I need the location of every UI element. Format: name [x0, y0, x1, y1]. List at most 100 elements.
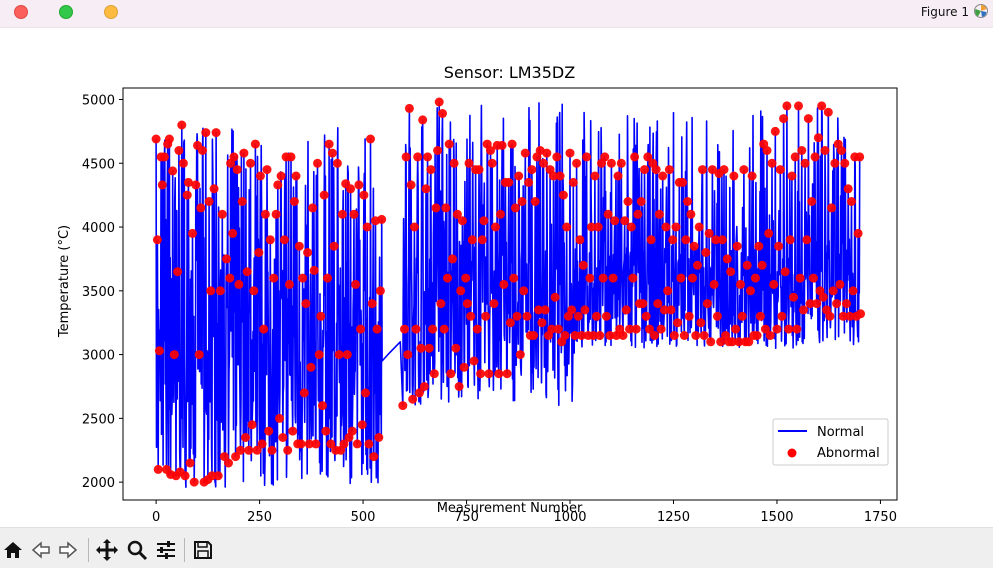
abnormal-point — [842, 299, 851, 309]
abnormal-point — [628, 273, 638, 283]
abnormal-point — [321, 426, 331, 436]
abnormal-point — [153, 464, 163, 474]
abnormal-point — [722, 254, 732, 264]
home-button[interactable] — [0, 537, 26, 563]
abnormal-point — [794, 101, 803, 111]
abnormal-point — [201, 128, 211, 138]
abnormal-point — [316, 311, 326, 321]
abnormal-point — [224, 458, 233, 468]
abnormal-point — [701, 248, 711, 257]
abnormal-point — [840, 158, 850, 168]
abnormal-point — [366, 134, 375, 144]
abnormal-point — [616, 158, 626, 168]
forward-button[interactable] — [55, 537, 81, 563]
abnormal-point — [555, 171, 565, 181]
abnormal-point — [416, 343, 426, 353]
abnormal-point — [337, 209, 347, 219]
abnormal-point — [775, 165, 785, 175]
abnormal-point — [595, 331, 605, 340]
abnormal-point — [664, 165, 674, 175]
abnormal-point — [770, 126, 780, 136]
back-button[interactable] — [28, 537, 54, 563]
abnormal-point — [633, 209, 643, 219]
abnormal-point — [847, 197, 856, 206]
chart-title: Sensor: LM35DZ — [444, 63, 575, 82]
zoom-button[interactable] — [124, 537, 150, 563]
x-tick-label: 1000 — [553, 510, 586, 525]
abnormal-point — [276, 171, 286, 181]
abnormal-point — [767, 158, 777, 168]
abnormal-point — [306, 362, 316, 372]
window-maximize-button[interactable] — [104, 5, 118, 19]
abnormal-point — [626, 222, 636, 232]
configure-subplots-button[interactable] — [153, 537, 179, 563]
abnormal-point — [207, 471, 217, 481]
abnormal-point — [643, 152, 653, 162]
abnormal-point — [213, 471, 223, 481]
abnormal-point — [717, 235, 727, 245]
abnormal-point — [837, 146, 846, 155]
abnormal-point — [301, 299, 311, 309]
abnormal-point — [505, 318, 515, 328]
abnormal-point — [746, 286, 755, 296]
abnormal-point — [452, 209, 462, 219]
abnormal-point — [487, 158, 497, 168]
abnormal-point — [484, 369, 494, 379]
abnormal-point — [421, 184, 431, 194]
abnormal-point — [157, 180, 167, 190]
abnormal-point — [772, 324, 782, 334]
abnormal-point — [613, 171, 623, 181]
abnormal-point — [499, 279, 509, 289]
y-tick-label: 4000 — [82, 221, 115, 236]
y-tick-label: 3500 — [82, 285, 115, 300]
abnormal-point — [683, 197, 693, 206]
abnormal-point — [661, 222, 671, 232]
abnormal-point — [782, 101, 792, 111]
abnormal-point — [659, 305, 669, 315]
abnormal-point — [818, 292, 828, 302]
legend-abnormal-label: Abnormal — [817, 446, 880, 461]
abnormal-point — [620, 216, 630, 226]
abnormal-point — [706, 337, 716, 347]
abnormal-point — [507, 139, 517, 149]
abnormal-point — [446, 369, 456, 379]
abnormal-point — [567, 305, 577, 315]
window-minimize-button[interactable] — [59, 5, 73, 19]
window-close-button[interactable] — [14, 5, 28, 19]
abnormal-point — [409, 222, 419, 232]
abnormal-point — [789, 292, 798, 302]
abnormal-point — [592, 311, 601, 321]
abnormal-point — [464, 158, 474, 168]
abnormal-point — [169, 350, 179, 360]
abnormal-point — [777, 311, 787, 321]
abnormal-point — [568, 177, 578, 187]
abnormal-point — [332, 158, 342, 168]
abnormal-point — [855, 152, 865, 162]
abnormal-point — [845, 311, 855, 321]
abnormal-point — [792, 324, 802, 334]
pan-button[interactable] — [94, 537, 120, 563]
abnormal-point — [630, 152, 640, 162]
abnormal-point — [577, 331, 587, 340]
abnormal-point — [502, 369, 512, 379]
abnormal-point — [260, 209, 270, 219]
abnormal-point — [474, 165, 484, 175]
abnormal-point — [856, 309, 866, 319]
abnormal-point — [702, 299, 712, 309]
abnormal-point — [805, 299, 815, 309]
pan-icon — [96, 539, 118, 561]
abnormal-point — [477, 235, 487, 245]
abnormal-point — [411, 324, 421, 334]
abnormal-point — [209, 184, 219, 194]
abnormal-point — [726, 267, 736, 277]
abnormal-point — [406, 180, 416, 190]
abnormal-point — [582, 152, 592, 162]
abnormal-point — [537, 318, 547, 328]
abnormal-point — [774, 241, 784, 251]
abnormal-point — [174, 146, 184, 155]
legend-normal-label: Normal — [817, 425, 864, 440]
abnormal-point — [327, 148, 337, 158]
abnormal-point — [219, 452, 229, 462]
save-button[interactable] — [190, 537, 216, 563]
toolbar-separator — [184, 538, 185, 562]
